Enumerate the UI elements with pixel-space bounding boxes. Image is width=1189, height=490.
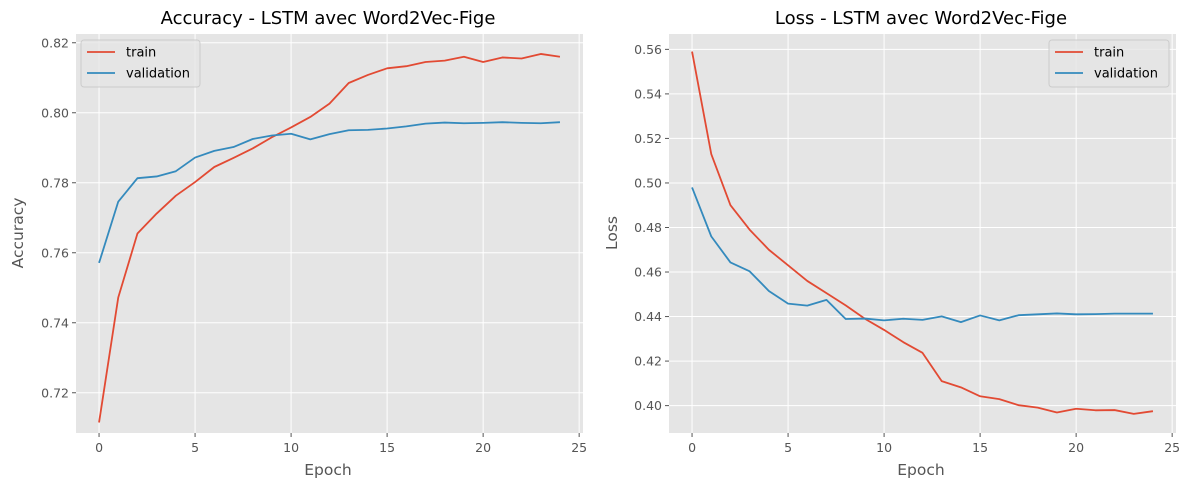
legend-label-train: train bbox=[1094, 46, 1124, 61]
y-tick-label: 0.42 bbox=[634, 354, 662, 369]
y-axis-label: Loss bbox=[603, 216, 621, 250]
y-tick-label: 0.74 bbox=[41, 315, 69, 330]
loss-chart: Loss - LSTM avec Word2Vec-Fige Epoch Los… bbox=[603, 8, 1180, 479]
series-lines bbox=[98, 53, 561, 423]
chart-title: Accuracy - LSTM avec Word2Vec-Fige bbox=[161, 8, 496, 29]
x-tick-label: 15 bbox=[379, 440, 395, 455]
ticks: 0 5 10 15 20 25 0.72 0.74 0.76 0.78 0.80 0.82 bbox=[41, 35, 587, 455]
ticks: 0 5 10 15 20 25 0.40 0.42 0.44 0.46 0.48 0.50 0.52 0.… bbox=[634, 42, 1180, 455]
grid bbox=[669, 34, 1176, 433]
x-tick-label: 15 bbox=[972, 440, 988, 455]
series-line-validation bbox=[98, 121, 560, 264]
y-tick-label: 0.72 bbox=[41, 385, 69, 400]
y-tick-label: 0.80 bbox=[41, 105, 69, 120]
y-tick-label: 0.76 bbox=[41, 245, 69, 260]
chart-title: Loss - LSTM avec Word2Vec-Fige bbox=[775, 8, 1067, 29]
x-tick-label: 10 bbox=[283, 440, 299, 455]
y-tick-label: 0.82 bbox=[41, 35, 69, 50]
y-tick-label: 0.48 bbox=[634, 220, 662, 235]
y-tick-label: 0.40 bbox=[634, 398, 662, 413]
y-tick-label: 0.54 bbox=[634, 86, 662, 101]
x-tick-label: 20 bbox=[475, 440, 491, 455]
y-tick-label: 0.56 bbox=[634, 42, 662, 57]
x-tick-label: 0 bbox=[688, 440, 696, 455]
x-tick-label: 10 bbox=[876, 440, 892, 455]
series-lines bbox=[691, 51, 1154, 415]
y-axis-label: Accuracy bbox=[9, 198, 27, 269]
y-tick-label: 0.50 bbox=[634, 175, 662, 190]
legend: train validation bbox=[80, 39, 201, 88]
legend-label-validation: validation bbox=[126, 67, 190, 82]
x-tick-label: 5 bbox=[191, 440, 199, 455]
legend-label-train: train bbox=[126, 46, 156, 61]
y-tick-label: 0.78 bbox=[41, 175, 69, 190]
x-tick-label: 5 bbox=[784, 440, 792, 455]
x-axis-label: Epoch bbox=[897, 461, 944, 479]
x-tick-label: 20 bbox=[1068, 440, 1084, 455]
series-line-train bbox=[691, 51, 1154, 415]
x-tick-label: 25 bbox=[571, 440, 587, 455]
legend: train validation bbox=[1048, 39, 1170, 88]
y-tick-label: 0.46 bbox=[634, 265, 662, 280]
series-line-validation bbox=[691, 187, 1153, 324]
series-line-train bbox=[98, 53, 561, 423]
y-tick-label: 0.52 bbox=[634, 131, 662, 146]
y-tick-label: 0.44 bbox=[634, 309, 662, 324]
plot-area bbox=[76, 34, 583, 433]
x-axis-label: Epoch bbox=[304, 461, 351, 479]
accuracy-chart: Accuracy - LSTM avec Word2Vec-Fige Epoch… bbox=[9, 8, 587, 479]
x-tick-label: 25 bbox=[1164, 440, 1180, 455]
legend-label-validation: validation bbox=[1094, 67, 1158, 82]
x-tick-label: 0 bbox=[95, 440, 103, 455]
